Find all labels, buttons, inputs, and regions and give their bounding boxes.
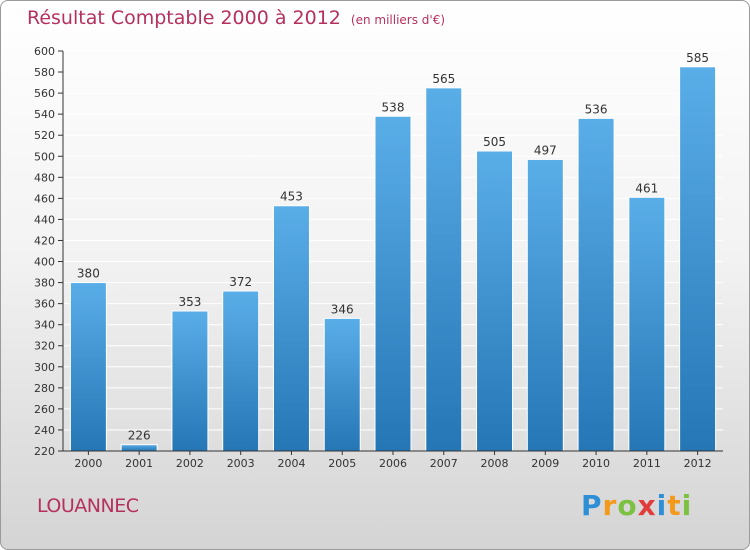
x-tick-label: 2001 [125, 457, 153, 470]
x-tick-label: 2000 [74, 457, 102, 470]
x-tick-label: 2010 [582, 457, 610, 470]
bars: 380 226 353 372 453 346 538 565 505 497 536 461 585 [69, 51, 717, 452]
x-tick-label: 2008 [481, 457, 509, 470]
bar-2004 [272, 205, 310, 452]
x-tick-label: 2009 [531, 457, 559, 470]
y-tick-label: 340 [34, 319, 55, 332]
y-tick-label: 380 [34, 277, 55, 290]
x-axis: 2000 2001 2002 2003 2004 2005 2006 2007 2008 2009… [63, 450, 723, 470]
y-tick-label: 440 [34, 213, 55, 226]
x-tick-label: 2011 [633, 457, 661, 470]
x-tick-label: 2002 [176, 457, 204, 470]
y-tick-label: 260 [34, 403, 55, 416]
chart-title: Résultat Comptable 2000 à 2012 [27, 7, 341, 29]
chart-title-group: Résultat Comptable 2000 à 2012 (en millie… [27, 7, 445, 29]
bar-value-label: 461 [635, 181, 658, 195]
bar-value-label: 565 [432, 72, 455, 86]
bar-value-label: 372 [229, 275, 252, 289]
bar-2012 [679, 66, 717, 452]
bar-value-label: 226 [128, 429, 151, 443]
y-tick-label: 460 [34, 192, 55, 205]
chart-subtitle: (en milliers d'€) [350, 13, 446, 27]
y-tick-label: 500 [34, 150, 55, 163]
y-tick-label: 360 [34, 298, 55, 311]
bar-2003 [222, 290, 260, 452]
bar-2009 [526, 158, 564, 452]
bar-2010 [577, 117, 615, 452]
bar-value-label: 380 [77, 267, 100, 281]
bar-2005 [323, 317, 361, 452]
bar-2001 [120, 444, 158, 452]
y-axis: 220 240 260 280 300 320 340 360 380 400 420 440 460 4… [34, 45, 64, 458]
bar-2006 [374, 115, 412, 452]
x-tick-label: 2005 [328, 457, 356, 470]
bar-2007 [425, 87, 463, 452]
x-tick-label: 2012 [684, 457, 712, 470]
y-tick-label: 240 [34, 424, 55, 437]
bar-2000 [69, 282, 107, 452]
x-tick-label: 2004 [277, 457, 305, 470]
bar-value-label: 353 [178, 295, 201, 309]
y-tick-label: 520 [34, 129, 55, 142]
bar-value-label: 538 [382, 100, 405, 114]
y-tick-label: 320 [34, 340, 55, 353]
bar-value-label: 497 [534, 143, 557, 157]
bar-2008 [476, 150, 514, 452]
bar-value-label: 453 [280, 190, 303, 204]
bar-2011 [628, 196, 666, 452]
x-tick-label: 2003 [227, 457, 255, 470]
y-tick-label: 420 [34, 234, 55, 247]
bar-value-label: 346 [331, 302, 354, 316]
y-tick-label: 580 [34, 66, 55, 79]
bar-2002 [171, 310, 209, 452]
bar-value-label: 536 [585, 102, 608, 116]
y-tick-label: 560 [34, 87, 55, 100]
y-tick-label: 400 [34, 256, 55, 269]
x-tick-label: 2006 [379, 457, 407, 470]
y-tick-label: 300 [34, 361, 55, 374]
bar-value-label: 505 [483, 135, 506, 149]
y-tick-label: 600 [34, 45, 55, 58]
commune-name: LOUANNEC [37, 495, 139, 517]
y-tick-label: 220 [34, 445, 55, 458]
x-tick-label: 2007 [430, 457, 458, 470]
proxiti-logo[interactable]: Proxiti [581, 489, 693, 522]
y-tick-label: 280 [34, 382, 55, 395]
y-tick-label: 480 [34, 171, 55, 184]
bar-value-label: 585 [686, 51, 709, 65]
y-tick-label: 540 [34, 108, 55, 121]
